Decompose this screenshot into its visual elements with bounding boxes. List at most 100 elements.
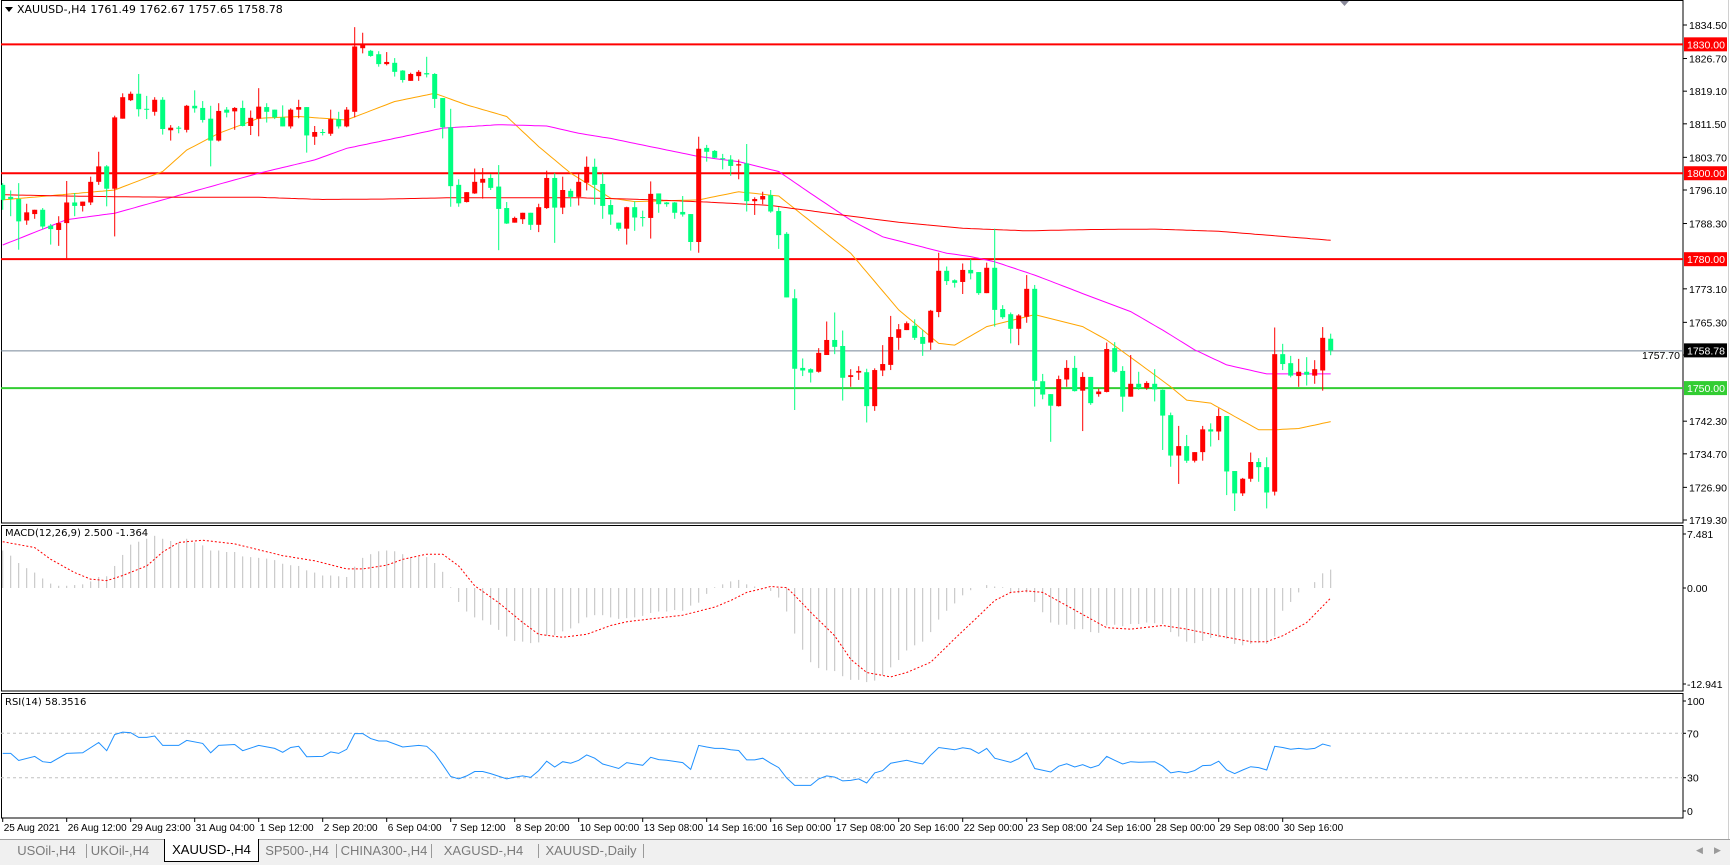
candle-body	[1088, 376, 1094, 404]
candle-body	[304, 107, 310, 136]
price-level-tag: 1830.00	[1687, 39, 1725, 51]
candle-body	[1192, 452, 1198, 461]
candle-body	[800, 367, 806, 371]
candle-body	[96, 166, 102, 182]
candle-body	[1136, 383, 1142, 389]
candle-body	[912, 325, 918, 338]
candle-bearish	[600, 173, 606, 219]
candle-bearish	[368, 49, 374, 57]
candle-body	[1184, 446, 1190, 461]
candle-bearish	[48, 223, 54, 245]
candle-bearish	[448, 108, 454, 207]
tab-xauusd-daily[interactable]: XAUUSD-,Daily	[545, 843, 637, 858]
candle-body	[1320, 337, 1326, 371]
candle-body	[1304, 371, 1310, 375]
candle-body	[504, 208, 510, 224]
candle-body	[120, 97, 126, 119]
candle-body	[944, 270, 950, 282]
tab-china300-h4[interactable]: CHINA300-,H4	[340, 843, 428, 858]
tab-ukoil-h4[interactable]: UKOil-,H4	[90, 843, 150, 858]
candle-body	[920, 336, 926, 344]
candle-body	[1120, 370, 1126, 397]
price-level-tag-bg	[1684, 37, 1727, 52]
candle-body	[696, 148, 702, 242]
candle-bullish	[360, 32, 366, 54]
candle-body	[1048, 394, 1054, 406]
candle-body	[1248, 462, 1254, 479]
candle-bearish	[808, 368, 814, 383]
candle-bearish	[704, 144, 710, 162]
candle-body	[216, 110, 222, 141]
candle-bearish	[680, 196, 686, 217]
candle-body	[544, 177, 550, 209]
candle-bearish	[424, 56, 430, 78]
candle-bearish	[1072, 355, 1078, 392]
candle-bearish	[1328, 333, 1334, 356]
time-axis-label: 26 Aug 12:00	[68, 823, 127, 834]
candle-bullish	[848, 369, 854, 387]
tab-xagusd-h4[interactable]: XAGUSD-,H4	[443, 843, 524, 858]
tab-usoil-h4[interactable]: USOil-,H4	[17, 843, 76, 858]
candle-body	[720, 158, 726, 160]
candle-body	[1240, 478, 1246, 494]
candle-bullish	[928, 309, 934, 350]
candle-bearish	[912, 319, 918, 340]
candle-body	[488, 177, 494, 188]
tab-xauusd-h4[interactable]: XAUUSD-,H4	[164, 839, 259, 862]
candle-bullish	[1240, 477, 1246, 496]
candle-body	[672, 202, 678, 213]
candle-body	[856, 370, 862, 373]
candle-bullish	[80, 201, 86, 212]
candle-bullish	[648, 181, 654, 239]
candle-body	[88, 181, 94, 203]
candle-bearish	[8, 190, 14, 217]
time-axis-label: 25 Aug 2021	[4, 823, 61, 834]
candle-bearish	[1264, 457, 1270, 509]
candle-body	[424, 73, 430, 75]
candle-bullish	[1144, 381, 1150, 390]
candle-body	[960, 269, 966, 282]
candle-bullish	[152, 97, 158, 116]
time-axis-label: 24 Sep 16:00	[1092, 823, 1152, 834]
candle-bearish	[104, 165, 110, 207]
tab-sp500-h4[interactable]: SP500-,H4	[265, 843, 329, 858]
ohlc-values: 1761.49 1762.67 1757.65 1758.78	[90, 3, 283, 16]
candle-bullish	[1104, 342, 1110, 393]
candle-bearish	[920, 330, 926, 356]
candle-bearish	[1288, 355, 1294, 378]
candle-bearish	[208, 105, 214, 167]
candle-body	[336, 119, 342, 127]
candle-body	[16, 199, 22, 222]
candle-body	[712, 150, 718, 158]
candle-bullish	[56, 216, 62, 246]
price-level-tag-bg	[1684, 252, 1727, 267]
candle-bullish	[472, 168, 478, 194]
candle-body	[296, 107, 302, 110]
candle-bearish	[992, 228, 998, 327]
candle-body	[560, 190, 566, 208]
scroll-left-arrow-icon[interactable]: ◀	[1696, 846, 1703, 856]
price-axis-label: 1719.30	[1689, 515, 1727, 527]
candle-bearish	[72, 193, 78, 217]
scroll-right-arrow-icon[interactable]: ▶	[1714, 846, 1721, 856]
candle-bearish	[768, 190, 774, 213]
rsi-label: RSI(14) 58.3516	[5, 697, 87, 708]
candle-bearish	[1184, 434, 1190, 463]
candle-body	[776, 211, 782, 236]
candle-bullish	[1016, 314, 1022, 346]
candle-body	[1080, 376, 1086, 391]
collapse-triangle-icon[interactable]	[5, 7, 13, 12]
candle-body	[200, 107, 206, 120]
time-axis-label: 7 Sep 12:00	[452, 823, 506, 834]
candle-body	[832, 339, 838, 347]
candle-bullish	[384, 52, 390, 66]
candle-body	[248, 117, 254, 126]
candle-bearish	[376, 51, 382, 67]
time-axis-label: 14 Sep 16:00	[708, 823, 768, 834]
candle-bearish	[176, 125, 182, 134]
candle-bearish	[488, 174, 494, 191]
candle-bullish	[344, 107, 350, 128]
candle-body	[72, 202, 78, 206]
candle-body	[752, 199, 758, 202]
